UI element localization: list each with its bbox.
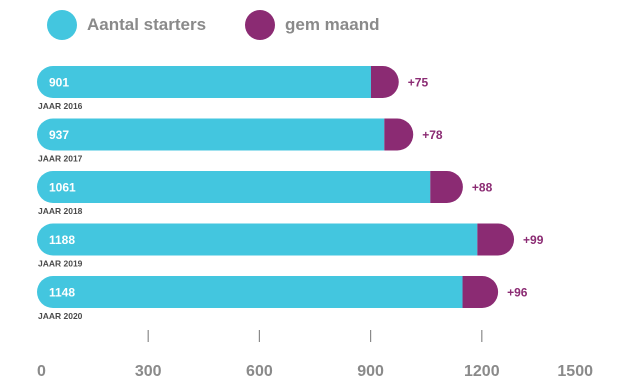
- bar-increment-label: +78: [422, 128, 443, 142]
- bar-increment-label: +99: [523, 233, 544, 247]
- bar-segment-starters: [37, 276, 463, 308]
- x-tick-label: 600: [246, 363, 273, 380]
- bar-value-label: 1061: [49, 181, 76, 195]
- bar-increment-label: +88: [472, 181, 493, 195]
- bar-segment-starters: [37, 171, 431, 203]
- bar-value-label: 1148: [49, 286, 75, 300]
- bar-segment-gem-maand: [462, 276, 499, 308]
- legend-swatch-aantal-starters: [47, 10, 77, 40]
- x-tick-label: 1500: [557, 363, 593, 380]
- x-tick-label: 900: [357, 363, 384, 380]
- legend-label-gem-maand: gem maand: [285, 15, 380, 34]
- category-label: JAAR 2018: [38, 206, 83, 216]
- bar-increment-label: +75: [408, 76, 429, 90]
- bar-value-label: 901: [49, 76, 69, 90]
- x-tick-label: 1200: [464, 363, 500, 380]
- x-tick-label: 300: [135, 363, 162, 380]
- legend-label-aantal-starters: Aantal starters: [87, 15, 207, 34]
- bar-segment-gem-maand: [384, 118, 414, 151]
- legend-item-aantal-starters: Aantal starters: [47, 8, 206, 42]
- bar-increment-label: +96: [507, 286, 528, 300]
- bar-segment-starters: [37, 66, 371, 98]
- bar-segment-starters: [37, 223, 478, 256]
- category-label: JAAR 2016: [38, 101, 83, 111]
- legend-swatch-gem-maand: [245, 10, 275, 40]
- category-label: JAAR 2020: [38, 311, 83, 321]
- bar-segment-gem-maand: [477, 223, 515, 256]
- bar-segment-gem-maand: [370, 66, 399, 98]
- category-label: JAAR 2017: [38, 154, 83, 164]
- legend-item-gem-maand: gem maand: [245, 8, 379, 42]
- x-tick-label: 0: [37, 363, 46, 380]
- bar-value-label: 937: [49, 128, 69, 142]
- category-label: JAAR 2019: [38, 259, 83, 269]
- bar-value-label: 1188: [49, 233, 75, 247]
- bar-segment-starters: [37, 118, 385, 151]
- bar-segment-gem-maand: [430, 171, 463, 203]
